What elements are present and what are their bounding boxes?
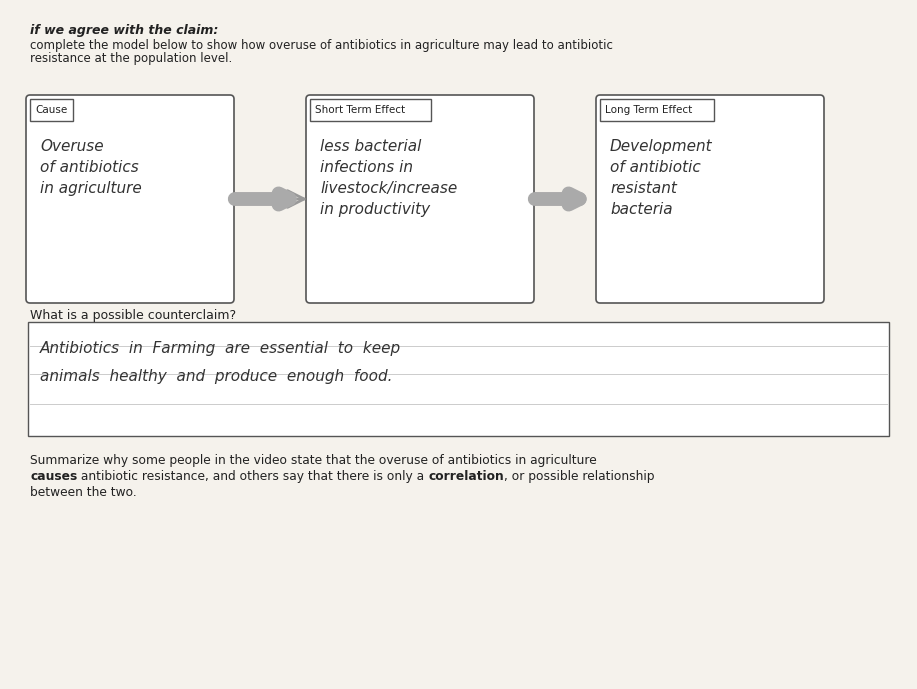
Text: Cause: Cause: [35, 105, 67, 115]
FancyBboxPatch shape: [596, 95, 824, 303]
Text: antibiotic resistance, and others say that there is only a: antibiotic resistance, and others say th…: [77, 470, 428, 483]
Text: if we agree with the claim:: if we agree with the claim:: [30, 24, 218, 37]
FancyArrowPatch shape: [233, 191, 304, 207]
FancyBboxPatch shape: [28, 322, 889, 436]
Text: animals  healthy  and  produce  enough  food.: animals healthy and produce enough food.: [40, 369, 392, 384]
Text: , or possible relationship: , or possible relationship: [504, 470, 655, 483]
Text: correlation: correlation: [428, 470, 504, 483]
FancyBboxPatch shape: [600, 99, 714, 121]
Text: resistance at the population level.: resistance at the population level.: [30, 52, 232, 65]
Text: Overuse
of antibiotics
in agriculture: Overuse of antibiotics in agriculture: [40, 139, 142, 196]
Text: causes: causes: [30, 470, 77, 483]
Text: Development
of antibiotic
resistant
bacteria: Development of antibiotic resistant bact…: [610, 139, 713, 217]
Text: Long Term Effect: Long Term Effect: [605, 105, 692, 115]
FancyBboxPatch shape: [306, 95, 534, 303]
FancyBboxPatch shape: [30, 99, 72, 121]
FancyBboxPatch shape: [310, 99, 430, 121]
Text: between the two.: between the two.: [30, 486, 137, 499]
FancyBboxPatch shape: [26, 95, 234, 303]
Text: What is a possible counterclaim?: What is a possible counterclaim?: [30, 309, 236, 322]
Text: Antibiotics  in  Farming  are  essential  to  keep: Antibiotics in Farming are essential to …: [40, 341, 401, 356]
Text: complete the model below to show how overuse of antibiotics in agriculture may l: complete the model below to show how ove…: [30, 39, 613, 52]
Text: less bacterial
infections in
livestock/increase
in productivity: less bacterial infections in livestock/i…: [320, 139, 458, 217]
Text: Summarize why some people in the video state that the overuse of antibiotics in : Summarize why some people in the video s…: [30, 454, 597, 467]
Text: Short Term Effect: Short Term Effect: [315, 105, 405, 115]
